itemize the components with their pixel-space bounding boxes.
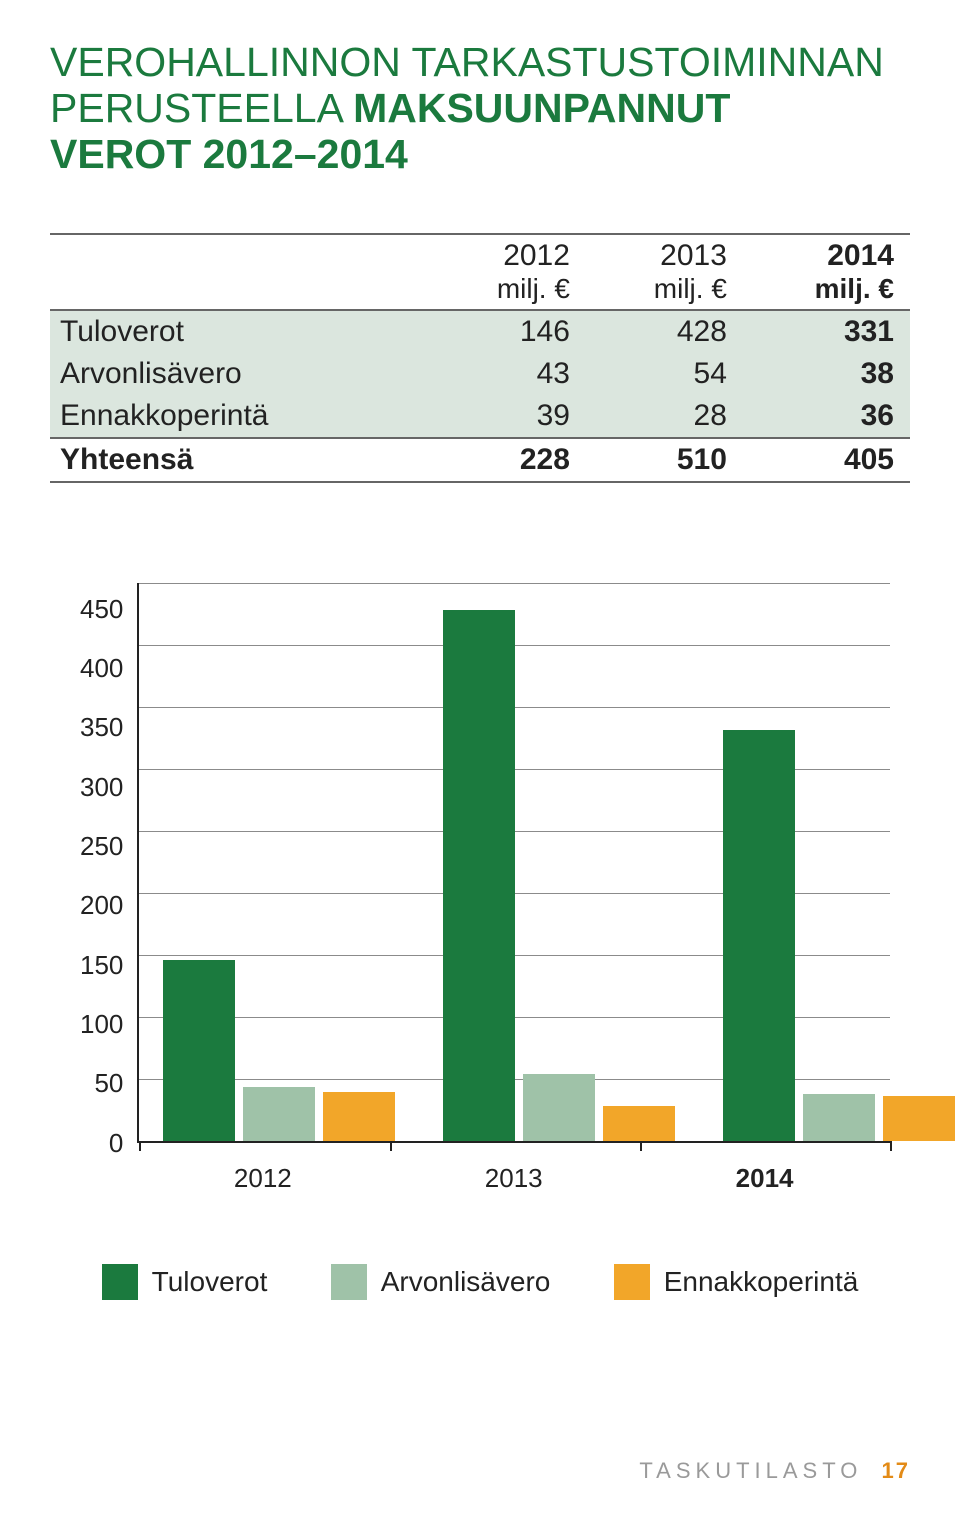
x-axis-labels: 201220132014	[137, 1163, 890, 1194]
row-label: Arvonlisävero	[50, 353, 429, 395]
row-label: Ennakkoperintä	[50, 395, 429, 438]
y-tick-label: 150	[80, 952, 123, 978]
legend-item: Arvonlisävero	[331, 1264, 551, 1300]
x-tick-label: 2013	[388, 1163, 639, 1194]
y-tick-label: 0	[109, 1130, 123, 1156]
bar	[523, 1074, 595, 1141]
cell: 405	[743, 438, 910, 482]
page-title: VEROHALLINNON TARKASTUSTOIMINNAN PERUSTE…	[50, 40, 910, 178]
legend-swatch	[614, 1264, 650, 1300]
x-tick-label: 2012	[137, 1163, 388, 1194]
cell: 428	[586, 310, 743, 353]
cell: 228	[429, 438, 586, 482]
legend-swatch	[331, 1264, 367, 1300]
bar-group	[699, 583, 960, 1141]
y-tick-label: 100	[80, 1011, 123, 1037]
cell: 510	[586, 438, 743, 482]
col-unit-2012: milj. €	[429, 273, 586, 310]
bar	[443, 610, 515, 1141]
bar	[163, 960, 235, 1141]
cell: 28	[586, 395, 743, 438]
title-line3: VEROT 2012–2014	[50, 131, 408, 177]
bar	[723, 730, 795, 1140]
cell: 38	[743, 353, 910, 395]
bar	[243, 1087, 315, 1140]
table-row-total: Yhteensä 228 510 405	[50, 438, 910, 482]
x-tick	[890, 1141, 892, 1151]
x-tick-label: 2014	[639, 1163, 890, 1194]
bar	[803, 1094, 875, 1141]
data-table: 2012 2013 2014 milj. € milj. € milj. € T…	[50, 233, 910, 483]
table-row: Ennakkoperintä 39 28 36	[50, 395, 910, 438]
title-line1: VEROHALLINNON TARKASTUSTOIMINNAN	[50, 39, 884, 85]
page-number: 17	[882, 1458, 910, 1483]
col-unit-2013: milj. €	[586, 273, 743, 310]
x-tick	[139, 1141, 141, 1151]
y-tick-label: 350	[80, 714, 123, 740]
col-year-2014: 2014	[743, 234, 910, 273]
y-tick-label: 250	[80, 833, 123, 859]
y-tick-label: 400	[80, 655, 123, 681]
cell: 36	[743, 395, 910, 438]
title-line2a: PERUSTEELLA	[50, 85, 353, 131]
cell: 331	[743, 310, 910, 353]
table-row: Tuloverot 146 428 331	[50, 310, 910, 353]
legend-label: Tuloverot	[152, 1266, 268, 1298]
bar	[603, 1106, 675, 1141]
table-row: Arvonlisävero 43 54 38	[50, 353, 910, 395]
col-unit-2014: milj. €	[743, 273, 910, 310]
plot-area	[137, 583, 890, 1143]
legend: Tuloverot Arvonlisävero Ennakkoperintä	[50, 1264, 910, 1300]
bar	[323, 1092, 395, 1140]
footer: TASKUTILASTO 17	[639, 1458, 910, 1484]
cell: 39	[429, 395, 586, 438]
bar-chart: 450 400 350 300 250 200 150 100 50 0 201220132014	[80, 583, 890, 1194]
bar-group	[139, 583, 419, 1141]
legend-label: Ennakkoperintä	[664, 1266, 859, 1298]
y-tick-label: 450	[80, 596, 123, 622]
col-year-2013: 2013	[586, 234, 743, 273]
y-tick-label: 300	[80, 774, 123, 800]
legend-item: Tuloverot	[102, 1264, 268, 1300]
row-label: Yhteensä	[50, 438, 429, 482]
footer-label: TASKUTILASTO	[639, 1458, 862, 1483]
cell: 54	[586, 353, 743, 395]
y-axis: 450400350300250200150100500	[80, 583, 137, 1143]
x-tick	[640, 1141, 642, 1151]
bars-layer	[139, 583, 890, 1141]
bar	[883, 1096, 955, 1141]
title-line2b: MAKSUUNPANNUT	[353, 85, 730, 131]
y-tick-label: 50	[94, 1070, 123, 1096]
y-tick-label: 200	[80, 892, 123, 918]
x-tick	[390, 1141, 392, 1151]
bar-group	[419, 583, 699, 1141]
row-label: Tuloverot	[50, 310, 429, 353]
legend-item: Ennakkoperintä	[614, 1264, 859, 1300]
legend-label: Arvonlisävero	[381, 1266, 551, 1298]
cell: 43	[429, 353, 586, 395]
cell: 146	[429, 310, 586, 353]
legend-swatch	[102, 1264, 138, 1300]
col-year-2012: 2012	[429, 234, 586, 273]
